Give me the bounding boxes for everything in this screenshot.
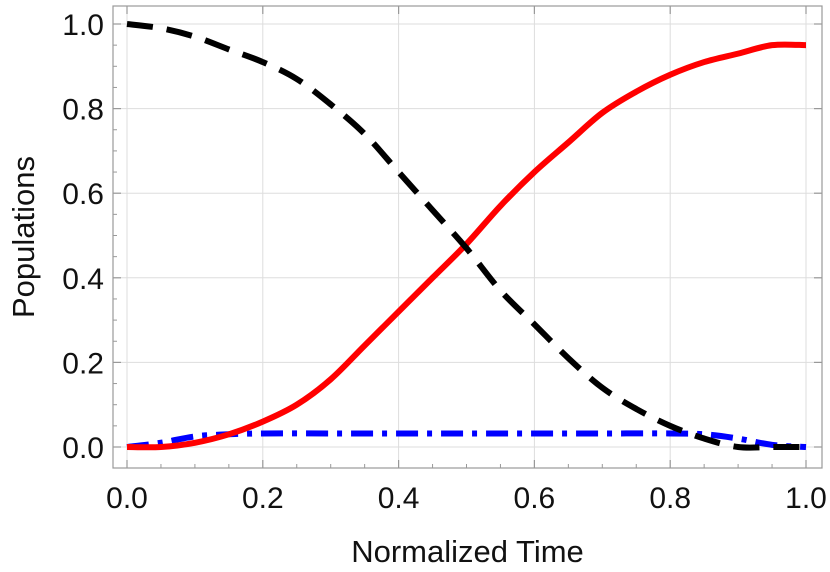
x-tick-label: 0.8 xyxy=(649,482,691,515)
y-tick-label: 0.6 xyxy=(62,178,104,211)
blue-dashdot-series-line xyxy=(126,430,807,450)
axis-ticks xyxy=(113,6,822,468)
x-tick-label: 0.6 xyxy=(514,482,556,515)
grid xyxy=(113,6,822,468)
black-dashed-series-line xyxy=(126,21,806,451)
y-tick-label: 0.4 xyxy=(62,263,104,296)
x-tick-label: 0.4 xyxy=(378,482,420,515)
series-group xyxy=(126,21,807,451)
x-tick-label: 1.0 xyxy=(785,482,827,515)
y-tick-label: 0.0 xyxy=(62,432,104,465)
y-axis-label: Populations xyxy=(6,156,41,318)
tick-labels: 0.0 0.2 0.4 0.6 0.8 1.0 0.0 0.2 0.4 0.6 0.8 1.0 xyxy=(62,9,827,515)
y-tick-label: 0.2 xyxy=(62,347,104,380)
x-tick-label: 0.0 xyxy=(106,482,148,515)
y-tick-label: 0.8 xyxy=(62,94,104,127)
plot-frame xyxy=(112,5,823,469)
x-tick-label: 0.2 xyxy=(242,482,284,515)
x-axis-label: Normalized Time xyxy=(351,534,584,569)
y-tick-label: 1.0 xyxy=(62,9,104,42)
